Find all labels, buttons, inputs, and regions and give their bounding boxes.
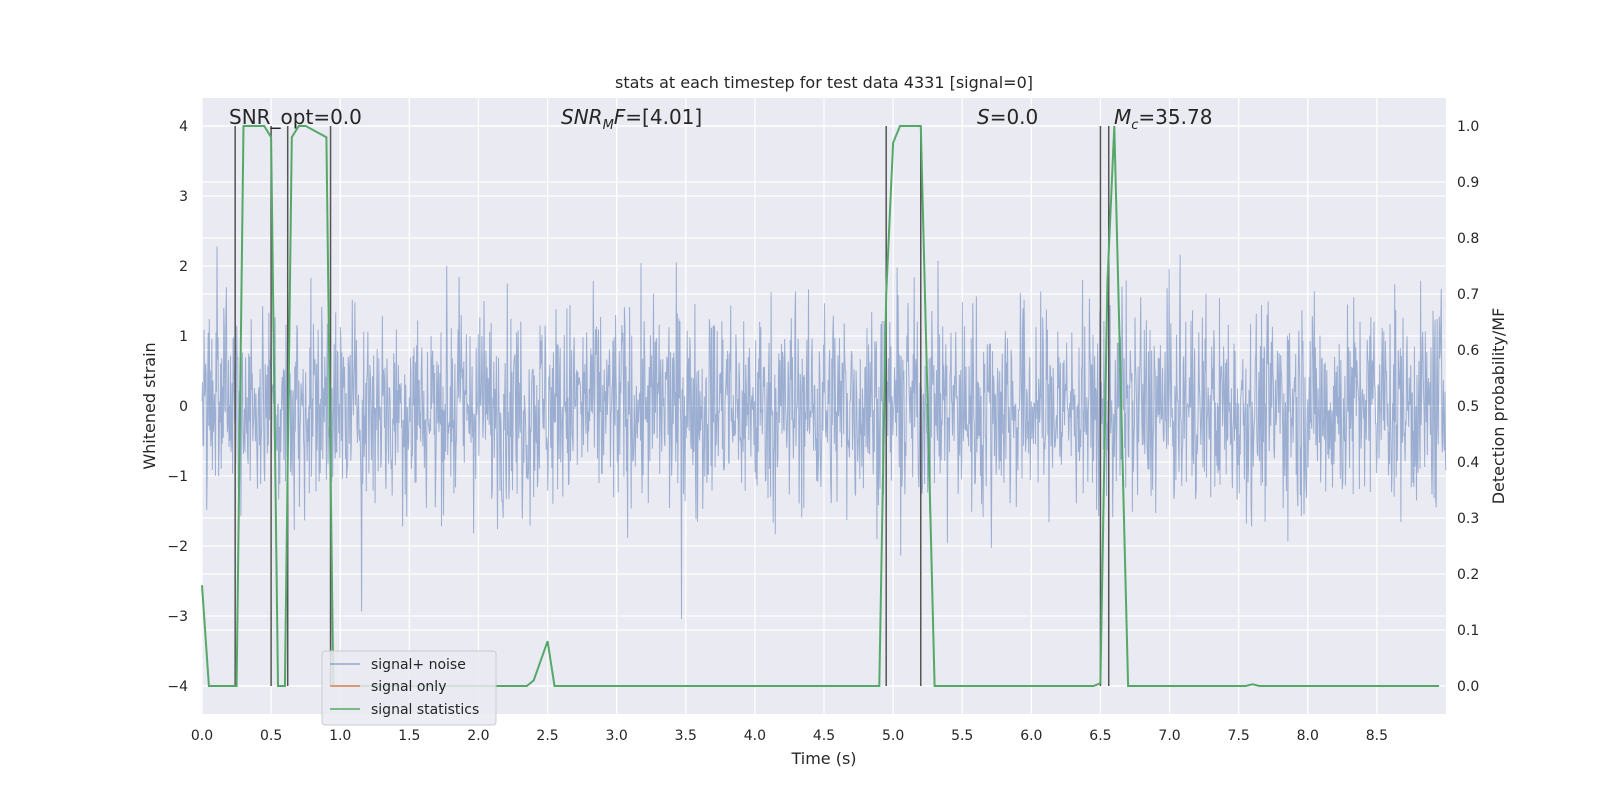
y-tick-label-right: 0.3 [1457,511,1479,527]
y-tick-label-left: 1 [179,329,188,345]
snr-opt-annotation: SNR_opt=0.0 [229,105,362,129]
x-tick-label: 1.0 [329,728,351,744]
y-tick-label-right: 0.7 [1457,287,1479,303]
snr-mf-annotation: SNRMF=[4.01] [561,105,702,133]
legend-label-noise: signal+ noise [371,657,466,673]
y-tick-label-right: 0.2 [1457,567,1479,583]
y-tick-label-right: 0.4 [1457,455,1479,471]
x-tick-label: 7.5 [1228,728,1250,744]
x-tick-label: 8.5 [1366,728,1388,744]
noise-line [201,246,1447,620]
y-tick-label-left: 0 [179,399,188,415]
y-tick-label-left: −2 [167,539,188,555]
x-tick-label: 1.5 [398,728,420,744]
x-tick-label: 6.0 [1020,728,1042,744]
y-ticks-left: −4 −3 −2 −1 0 1 2 3 4 [167,119,188,695]
stats-series [201,125,1440,687]
chart-title: stats at each timestep for test data 433… [615,73,1033,92]
x-tick-label: 2.0 [467,728,489,744]
x-tick-label: 8.0 [1297,728,1319,744]
snr-mf-value: =[4.01] [625,105,702,129]
x-tick-label: 0.5 [260,728,282,744]
legend-label-signal: signal only [371,679,446,695]
y-tick-label-left: 4 [179,119,188,135]
y-ticks-right: 0.0 0.1 0.2 0.3 0.4 0.5 0.6 0.7 0.8 0.9 1.0 [1457,119,1479,695]
legend: signal+ noise signal only signal statist… [321,650,497,726]
y-tick-label-right: 0.5 [1457,399,1479,415]
mc-annotation: Mc=35.78 [1114,105,1212,133]
x-tick-label: 4.5 [813,728,835,744]
x-tick-label: 2.5 [536,728,558,744]
y-tick-label-right: 0.9 [1457,175,1479,191]
y-tick-label-right: 0.1 [1457,623,1479,639]
y-tick-label-right: 0.6 [1457,343,1479,359]
x-tick-label: 5.5 [951,728,973,744]
x-tick-label: 3.5 [675,728,697,744]
y-axis-label-left: Whitened strain [140,342,159,469]
y-axis-label-right: Detection probability/MF [1489,308,1508,505]
x-tick-label: 4.0 [744,728,766,744]
s-value: =0.0 [990,105,1039,129]
noise-series [201,246,1447,620]
y-tick-label-left: −3 [167,609,188,625]
y-tick-label-left: −1 [167,469,188,485]
legend-label-stats: signal statistics [371,702,479,718]
y-tick-label-right: 1.0 [1457,119,1479,135]
grid [201,98,1446,714]
x-axis-label: Time (s) [790,749,856,768]
x-tick-label: 6.5 [1089,728,1111,744]
x-ticks: 0.0 0.5 1.0 1.5 2.0 2.5 3.0 3.5 4.0 4.5 5.0 5.5 6.0 6… [191,728,1388,744]
x-tick-label: 7.0 [1158,728,1180,744]
legend-box [321,650,497,726]
mc-value: =35.78 [1138,105,1212,129]
x-tick-label: 0.0 [191,728,213,744]
y-tick-label-left: 2 [179,259,188,275]
y-tick-label-right: 0.0 [1457,679,1479,695]
y-tick-label-right: 0.8 [1457,231,1479,247]
x-tick-label: 3.0 [606,728,628,744]
y-tick-label-left: −4 [167,679,188,695]
s-annotation: S=0.0 [977,105,1038,129]
y-tick-label-left: 3 [179,189,188,205]
stats-line [201,125,1440,687]
x-tick-label: 5.0 [882,728,904,744]
